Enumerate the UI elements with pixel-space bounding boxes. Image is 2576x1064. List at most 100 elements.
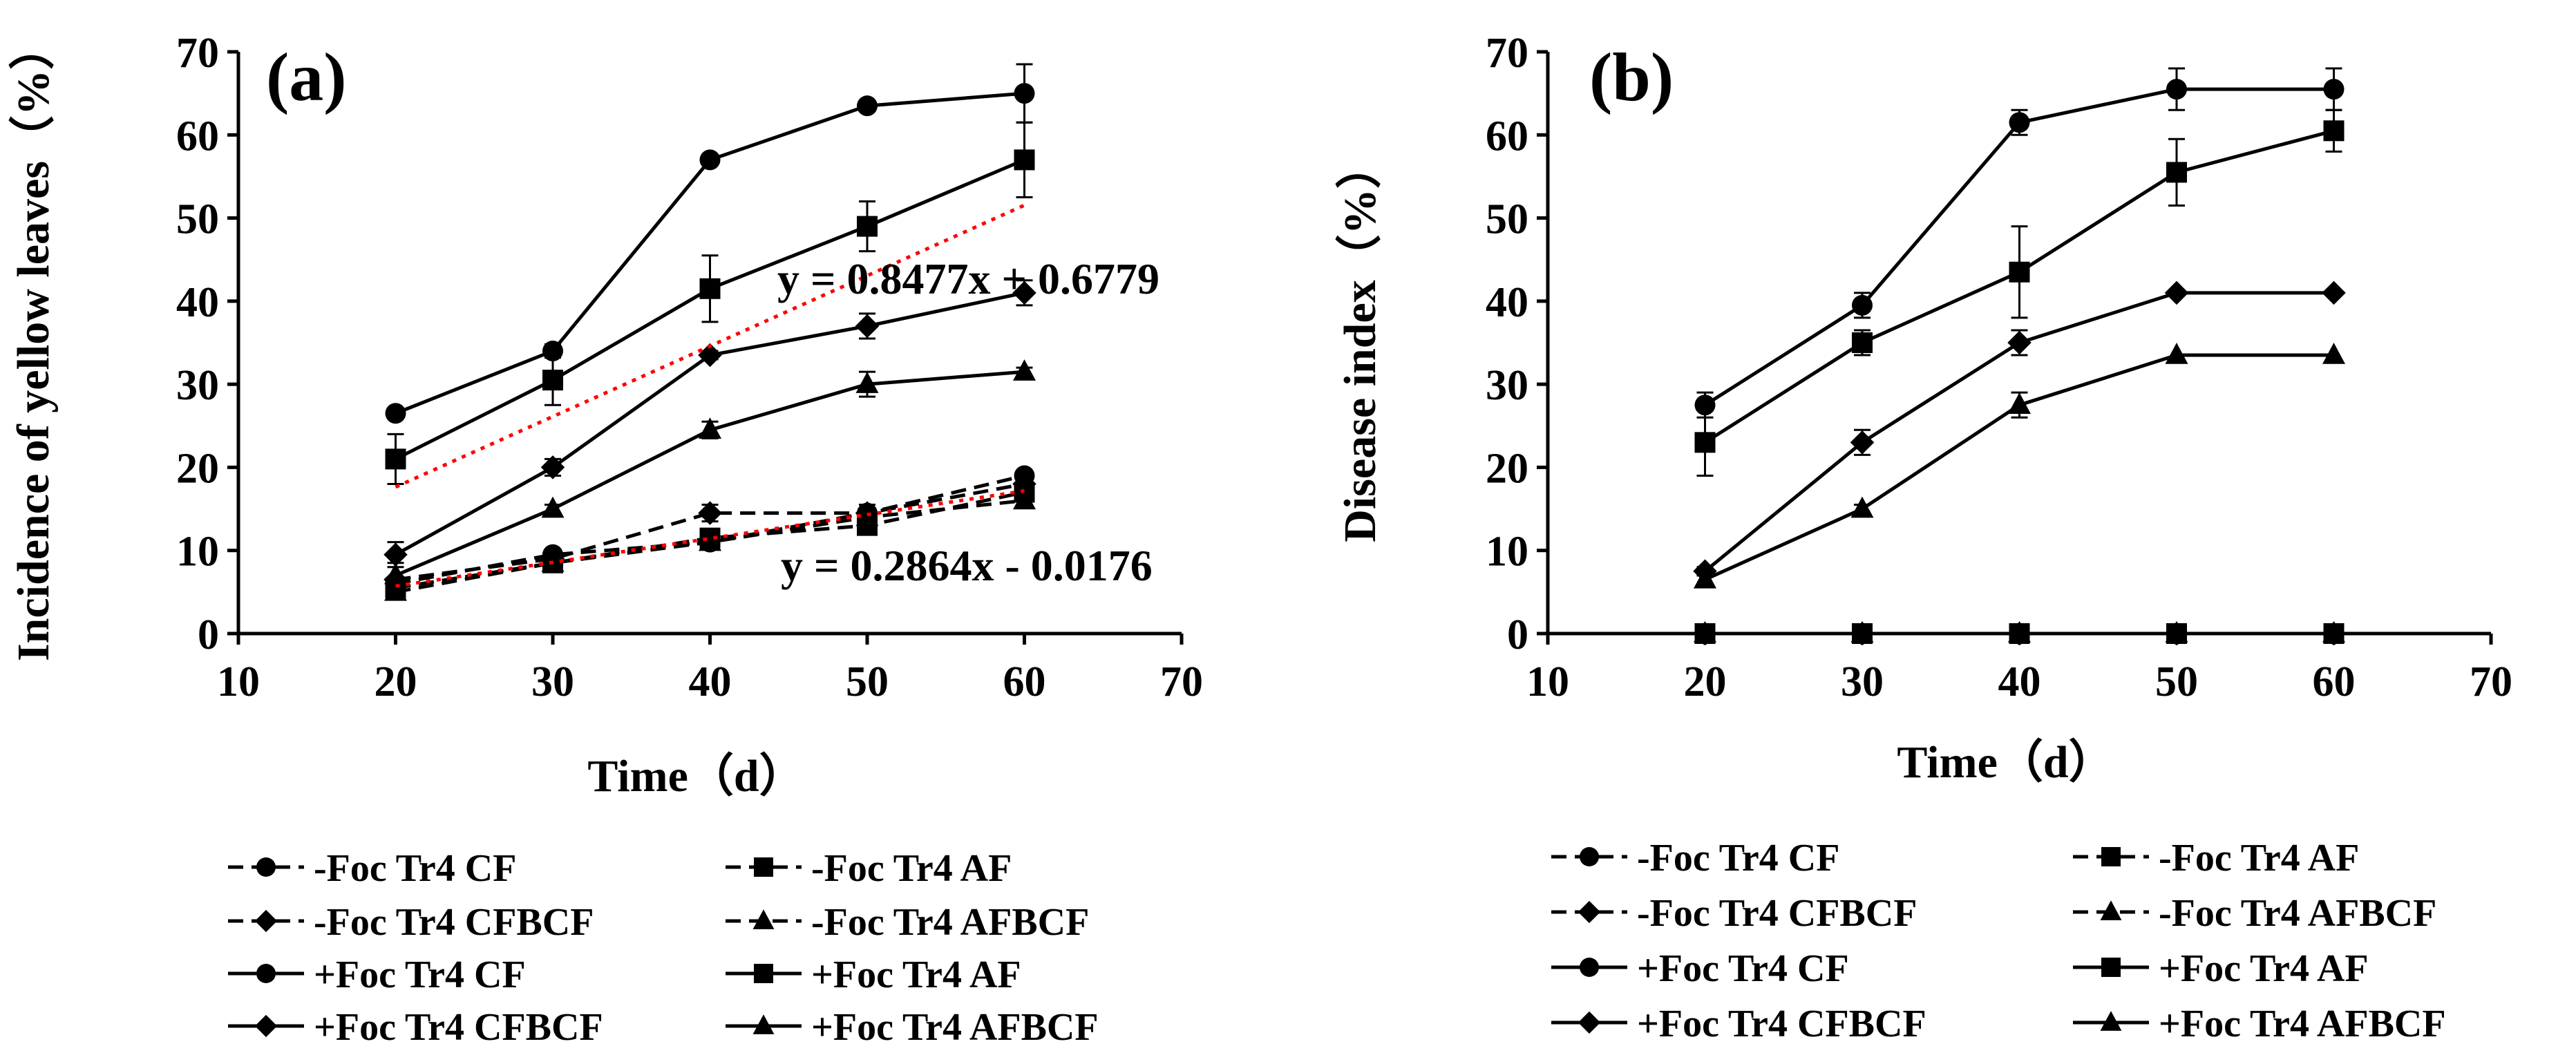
data-point bbox=[2322, 621, 2345, 643]
legend-marker bbox=[2101, 958, 2121, 977]
legend-label: +Foc Tr4 AF bbox=[811, 953, 1021, 996]
series-foc-tr4-afbcf bbox=[1694, 343, 2345, 589]
data-point bbox=[699, 417, 721, 439]
data-point bbox=[384, 562, 407, 585]
legend-item: -Foc Tr4 CF bbox=[1551, 837, 1839, 880]
legend: -Foc Tr4 CF -Foc Tr4 AF -Foc Tr4 CFBCF -Foc… bbox=[228, 847, 1099, 1049]
legend-label: +Foc Tr4 CF bbox=[314, 953, 526, 996]
data-point bbox=[2165, 621, 2188, 643]
legend-label: +Foc Tr4 AFBCF bbox=[811, 1006, 1099, 1049]
legend-item: +Foc Tr4 CFBCF bbox=[1551, 1003, 1926, 1045]
trendline-equation: y = 0.2864x - 0.0176 bbox=[781, 541, 1153, 590]
data-point bbox=[698, 501, 722, 525]
series-foc-tr4-af bbox=[385, 121, 1035, 485]
y-tick-label: 30 bbox=[176, 362, 219, 409]
legend-item: -Foc Tr4 CFBCF bbox=[1551, 892, 1917, 935]
x-tick-label: 50 bbox=[2155, 658, 2198, 705]
legend-marker bbox=[254, 1014, 278, 1038]
data-point bbox=[1694, 432, 1716, 453]
x-axis-title: Time（d） bbox=[587, 750, 804, 801]
series-foc-tr4-af bbox=[1694, 108, 2345, 477]
data-point bbox=[855, 314, 880, 339]
legend-marker bbox=[754, 857, 773, 877]
data-point bbox=[2008, 392, 2031, 414]
legend-marker bbox=[254, 909, 278, 933]
data-point bbox=[1850, 621, 1874, 643]
trendline bbox=[395, 489, 1025, 588]
x-axis-title: Time（d） bbox=[1897, 737, 2114, 788]
data-point bbox=[857, 95, 878, 117]
panel-label: (b) bbox=[1589, 39, 1674, 115]
data-point bbox=[541, 496, 565, 518]
x-tick-label: 20 bbox=[375, 658, 417, 705]
data-point bbox=[2165, 343, 2188, 364]
data-point bbox=[2166, 162, 2187, 183]
x-tick-label: 30 bbox=[531, 658, 574, 705]
series-line bbox=[1704, 353, 2334, 582]
legend-marker bbox=[752, 1014, 775, 1034]
y-tick-label: 40 bbox=[176, 279, 219, 326]
legend-label: +Foc Tr4 CFBCF bbox=[314, 1006, 603, 1049]
data-point bbox=[2007, 330, 2032, 355]
data-point bbox=[1013, 488, 1036, 510]
data-point bbox=[1694, 567, 1716, 589]
data-point bbox=[2322, 343, 2345, 364]
data-point bbox=[1012, 472, 1036, 496]
legend-label: -Foc Tr4 AFBCF bbox=[2159, 892, 2436, 935]
data-point bbox=[1013, 359, 1036, 381]
data-point bbox=[2164, 281, 2189, 305]
data-point bbox=[1852, 294, 1873, 316]
legend-marker bbox=[752, 909, 775, 929]
data-point bbox=[2008, 621, 2031, 643]
panel-label: (a) bbox=[266, 39, 347, 115]
legend-item: +Foc Tr4 AFBCF bbox=[2073, 1003, 2446, 1045]
data-point bbox=[2323, 79, 2345, 100]
legend-marker bbox=[2101, 847, 2121, 866]
data-point bbox=[2322, 281, 2346, 305]
data-point bbox=[540, 455, 565, 479]
legend-item: -Foc Tr4 CFBCF bbox=[228, 901, 594, 944]
series-foc-tr4-cfbcf bbox=[1693, 281, 2346, 584]
y-axis-title: Disease index（%） bbox=[1334, 143, 1385, 542]
y-tick-label: 20 bbox=[176, 445, 219, 492]
legend-marker bbox=[1578, 900, 1601, 924]
data-point bbox=[2009, 261, 2030, 283]
x-tick-label: 70 bbox=[1160, 658, 1203, 705]
y-tick-label: 0 bbox=[1507, 611, 1528, 658]
series-foc-tr4-cf bbox=[1694, 67, 2345, 419]
legend-item: +Foc Tr4 AF bbox=[2073, 947, 2369, 990]
data-point bbox=[1850, 430, 1875, 455]
data-point bbox=[2323, 120, 2345, 142]
x-tick-label: 10 bbox=[1526, 658, 1569, 705]
trendline-equation: y = 0.8477x + 0.6779 bbox=[777, 254, 1159, 303]
legend-item: -Foc Tr4 AF bbox=[726, 847, 1012, 890]
y-tick-label: 60 bbox=[176, 113, 219, 160]
x-tick-label: 40 bbox=[1998, 658, 2041, 705]
x-tick-label: 50 bbox=[846, 658, 889, 705]
legend-label: -Foc Tr4 CF bbox=[314, 847, 516, 890]
legend-item: +Foc Tr4 CF bbox=[228, 953, 526, 996]
series-line bbox=[395, 482, 1025, 582]
y-tick-label: 50 bbox=[176, 196, 219, 243]
y-axis-title: Incidence of yellow leaves（%） bbox=[8, 24, 59, 661]
y-tick-label: 10 bbox=[1486, 529, 1528, 576]
legend: -Foc Tr4 CF -Foc Tr4 AF -Foc Tr4 CFBCF -Foc… bbox=[1551, 837, 2446, 1045]
data-point bbox=[699, 278, 721, 299]
x-tick-label: 30 bbox=[1841, 658, 1884, 705]
x-tick-label: 10 bbox=[217, 658, 260, 705]
data-point bbox=[699, 149, 721, 171]
legend-item: -Foc Tr4 AF bbox=[2073, 837, 2359, 880]
data-point bbox=[1014, 83, 1035, 104]
legend-marker bbox=[256, 857, 276, 877]
y-tick-label: 50 bbox=[1486, 196, 1528, 243]
data-point bbox=[1852, 332, 1873, 353]
legend-item: -Foc Tr4 CF bbox=[228, 847, 516, 890]
data-point bbox=[384, 579, 407, 601]
legend-label: -Foc Tr4 CFBCF bbox=[1637, 892, 1917, 935]
data-point bbox=[855, 372, 879, 393]
legend-label: -Foc Tr4 CFBCF bbox=[314, 901, 594, 944]
legend-item: -Foc Tr4 AFBCF bbox=[726, 901, 1089, 944]
